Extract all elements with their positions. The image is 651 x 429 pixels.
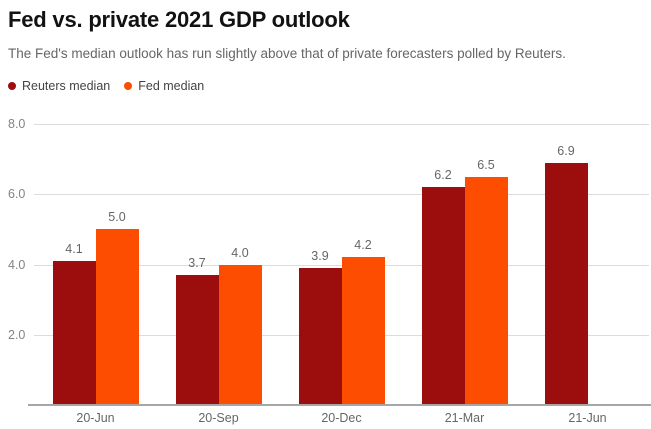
legend-label: Reuters median: [22, 79, 111, 93]
y-tick-label: 2.0: [8, 327, 26, 342]
bar-fed-median-20-dec: [341, 257, 385, 405]
y-tick-label: 6.0: [8, 187, 26, 202]
y-tick-label: 4.0: [8, 257, 26, 272]
bar-reuters-median-20-dec: [298, 268, 342, 405]
legend-dot-icon: [124, 82, 133, 90]
x-tick-label: 21-Mar: [444, 411, 485, 425]
plot-area: 4.1 5.0 20-Jun 3.7 4.0 20-Sep 3.9 4.2 20-Dec 6.2 6…: [28, 124, 651, 425]
bar-reuters-median-20-sep: [175, 275, 219, 405]
bar-value-label: 3.7: [188, 256, 206, 271]
legend-dot-icon: [8, 82, 16, 90]
bar-value-label: 4.2: [354, 238, 372, 253]
bar-value-label: 6.2: [434, 168, 452, 183]
x-axis-baseline: [28, 404, 651, 406]
y-tick-label: 8.0: [8, 117, 26, 131]
x-tick-label: 20-Sep: [198, 411, 239, 425]
gridline: [34, 124, 649, 125]
legend-item-reuters-median: Reuters median: [8, 79, 110, 93]
bar-chart: 4.1 5.0 20-Jun 3.7 4.0 20-Sep 3.9 4.2 20-Dec 6.2 6…: [0, 108, 651, 429]
bar-value-label: 6.9: [557, 143, 575, 158]
x-tick-label: 20-Dec: [321, 411, 362, 425]
bar-reuters-median-21-mar: [421, 187, 465, 405]
x-tick-label: 21-Jun: [568, 411, 607, 425]
bar-fed-median-20-jun: [95, 229, 139, 405]
bar-value-label: 6.5: [477, 157, 495, 172]
x-tick-label: 20-Jun: [76, 411, 115, 425]
bar-reuters-median-21-jun: [544, 162, 588, 405]
chart-title: Fed vs. private 2021 GDP outlook: [8, 7, 350, 32]
legend-label: Fed median: [138, 79, 205, 93]
bar-value-label: 5.0: [108, 210, 126, 225]
bar-reuters-median-20-jun: [52, 261, 96, 405]
chart-subtitle: The Fed's median outlook has run slightl…: [8, 46, 566, 61]
gridline: [34, 194, 649, 196]
bar-fed-median-21-mar: [464, 176, 508, 405]
legend-item-fed-median: Fed median: [124, 79, 204, 93]
bar-value-label: 3.9: [311, 249, 329, 263]
bar-fed-median-20-sep: [218, 264, 262, 405]
bar-value-label: 4.0: [231, 245, 249, 260]
bar-value-label: 4.1: [65, 241, 83, 256]
legend: Reuters median Fed median: [8, 79, 204, 93]
